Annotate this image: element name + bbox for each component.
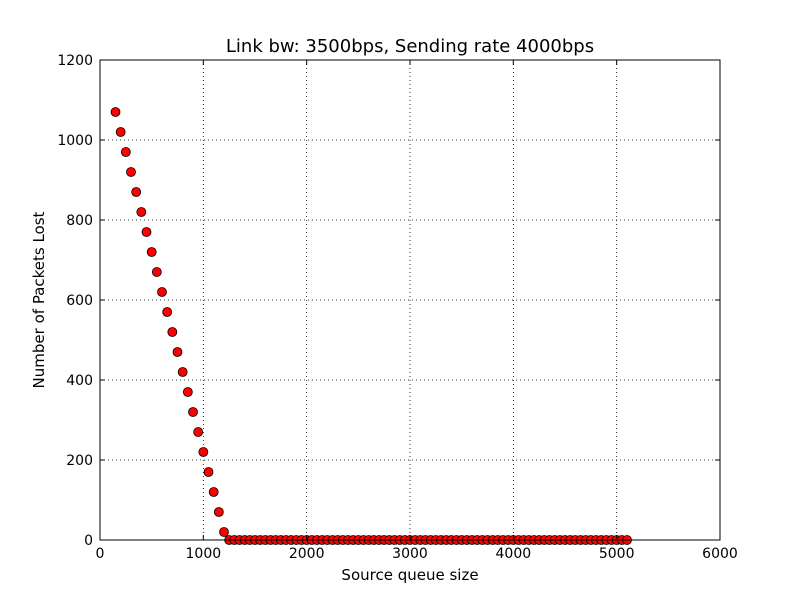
data-point [110,107,121,117]
x-tick-label: 4000 [496,546,532,562]
data-point [120,147,131,157]
chart-title: Link bw: 3500bps, Sending rate 4000bps [226,36,594,57]
y-tick-label: 800 [66,213,93,229]
data-point [157,287,167,297]
data-point [198,447,209,457]
data-point [136,207,147,217]
y-tick-label: 200 [66,453,93,469]
x-axis-label: Source queue size [341,566,478,584]
x-tick-labels: 0 1000 2000 3000 4000 5000 6000 [96,546,738,562]
y-axis-label: Number of Packets Lost [30,211,48,388]
data-point [131,187,142,197]
data-point [172,347,183,357]
data-point [208,487,219,497]
axis-ticks [99,59,721,541]
data-point [115,127,126,137]
y-tick-label: 400 [66,373,93,389]
data-point [146,247,157,257]
x-tick-label: 0 [96,546,105,562]
data-point [126,167,136,177]
grid [100,60,720,540]
data-point [213,507,224,517]
y-tick-label: 1000 [57,133,93,149]
data-point [203,467,214,477]
data-point [188,407,198,417]
y-tick-label: 1200 [57,53,93,69]
x-tick-label: 2000 [289,546,325,562]
y-tick-label: 0 [84,533,93,549]
x-tick-label: 5000 [599,546,635,562]
y-tick-labels: 0 200 400 600 800 1000 1200 [57,53,93,549]
data-point [167,327,178,337]
data-point [141,227,152,237]
data-point [162,307,173,317]
data-point [177,367,188,377]
x-tick-label: 3000 [392,546,428,562]
data-point [219,527,229,537]
data-point [193,427,204,437]
data-point [182,387,193,397]
y-tick-label: 600 [66,293,93,309]
x-tick-label: 1000 [186,546,222,562]
data-point [151,267,162,277]
x-tick-label: 6000 [702,546,738,562]
data-points [110,107,632,545]
